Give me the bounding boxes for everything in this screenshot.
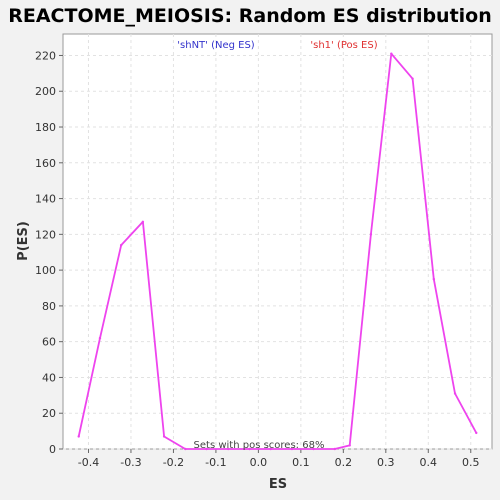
y-tick-label: 60	[42, 336, 56, 349]
data-point	[312, 447, 315, 451]
data-point	[290, 447, 294, 451]
series-points	[77, 52, 478, 451]
y-axis-ticks: 0 20 40 60 80 100 120 140 160 180 200 220	[35, 49, 63, 456]
series-line	[77, 52, 478, 450]
y-tick-label: 120	[35, 228, 56, 241]
y-tick-label: 220	[35, 49, 56, 62]
x-tick-label: 0.5	[462, 456, 480, 469]
y-tick-label: 80	[42, 300, 56, 313]
y-tick-label: 200	[35, 85, 56, 98]
x-tick-label: 0.3	[377, 456, 395, 469]
data-point	[411, 77, 414, 80]
y-axis-label: P(ES)	[16, 221, 31, 261]
y-tick-label: 180	[35, 121, 56, 134]
y-tick-label: 100	[35, 264, 56, 277]
data-point	[227, 447, 230, 451]
x-tick-label: 0.0	[250, 456, 268, 469]
x-tick-label: -0.2	[163, 456, 184, 469]
x-tick-label: -0.3	[120, 456, 141, 469]
data-point	[98, 336, 102, 340]
data-point	[119, 243, 123, 247]
data-point	[184, 447, 187, 451]
plot-area	[62, 33, 493, 450]
chart-title: REACTOME_MEIOSIS: Random ES distribution	[8, 5, 492, 27]
data-point	[453, 392, 457, 395]
data-point	[432, 277, 436, 281]
data-point	[348, 444, 351, 447]
x-tick-label: 0.1	[292, 456, 310, 469]
data-point	[369, 233, 373, 236]
data-point	[475, 431, 478, 435]
x-tick-label: -0.1	[205, 456, 226, 469]
data-point	[141, 220, 145, 224]
x-axis-label: ES	[269, 477, 287, 492]
data-point	[390, 52, 393, 55]
legend-neg-es: 'shNT' (Neg ES)	[177, 40, 255, 51]
data-point	[269, 447, 272, 451]
data-point	[205, 447, 208, 451]
legend-pos-es: 'sh1' (Pos ES)	[310, 40, 377, 51]
y-tick-label: 0	[49, 443, 56, 456]
x-axis-ticks: -0.4 -0.3 -0.2 -0.1 0.0 0.1 0.2 0.3 0.4 0.5	[78, 449, 480, 469]
y-tick-label: 20	[42, 407, 56, 420]
data-point	[77, 435, 80, 438]
data-point	[162, 435, 166, 438]
pos-scores-annotation: Sets with pos scores: 68%	[194, 440, 325, 451]
data-point	[333, 447, 337, 451]
x-tick-label: -0.4	[78, 456, 99, 469]
x-tick-label: 0.2	[335, 456, 353, 469]
y-tick-label: 40	[42, 371, 56, 384]
y-tick-label: 140	[35, 193, 56, 206]
x-tick-label: 0.4	[420, 456, 438, 469]
data-point	[248, 447, 251, 451]
y-tick-label: 160	[35, 157, 56, 170]
